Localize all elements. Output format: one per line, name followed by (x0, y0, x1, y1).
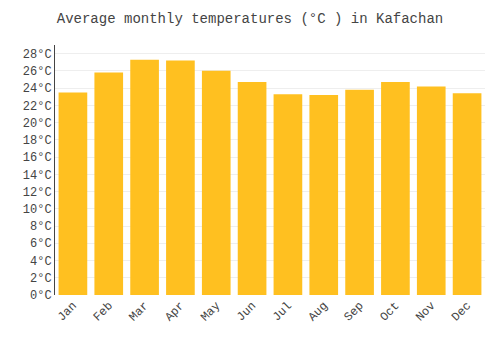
svg-text:Jul: Jul (270, 299, 295, 324)
svg-text:26°C: 26°C (23, 65, 52, 79)
svg-text:14°C: 14°C (23, 169, 52, 183)
svg-text:2°C: 2°C (30, 272, 52, 286)
svg-text:Apr: Apr (162, 299, 187, 324)
svg-text:Jan: Jan (55, 299, 80, 324)
svg-text:22°C: 22°C (23, 100, 52, 114)
svg-text:10°C: 10°C (23, 203, 52, 217)
svg-text:Oct: Oct (377, 299, 402, 324)
svg-text:Feb: Feb (91, 299, 116, 324)
svg-text:18°C: 18°C (23, 134, 52, 148)
svg-text:24°C: 24°C (23, 82, 52, 96)
svg-text:0°C: 0°C (30, 289, 52, 303)
svg-text:Nov: Nov (413, 299, 438, 324)
svg-text:28°C: 28°C (23, 48, 52, 62)
svg-text:4°C: 4°C (30, 255, 52, 269)
svg-text:Jun: Jun (234, 299, 259, 324)
svg-text:20°C: 20°C (23, 117, 52, 131)
svg-text:Aug: Aug (306, 299, 331, 324)
svg-text:Dec: Dec (449, 299, 474, 324)
svg-text:May: May (198, 299, 223, 324)
svg-text:Sep: Sep (341, 299, 366, 324)
svg-text:12°C: 12°C (23, 186, 52, 200)
svg-text:Average monthly temperatures (: Average monthly temperatures (°C ) in Ka… (57, 11, 443, 27)
svg-text:6°C: 6°C (30, 237, 52, 251)
svg-text:16°C: 16°C (23, 151, 52, 165)
svg-text:8°C: 8°C (30, 220, 52, 234)
svg-text:Mar: Mar (126, 299, 151, 324)
